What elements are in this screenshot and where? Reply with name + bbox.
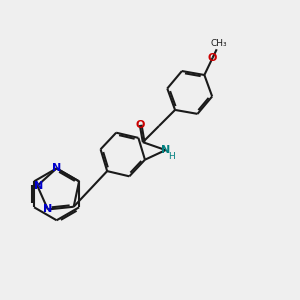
Text: CH₃: CH₃ <box>210 39 227 48</box>
Text: N: N <box>52 164 61 173</box>
Text: N: N <box>43 205 52 214</box>
Text: N: N <box>34 181 44 191</box>
Text: H: H <box>169 152 175 161</box>
Text: O: O <box>135 120 145 130</box>
Text: N: N <box>161 145 170 155</box>
Text: O: O <box>208 53 217 63</box>
